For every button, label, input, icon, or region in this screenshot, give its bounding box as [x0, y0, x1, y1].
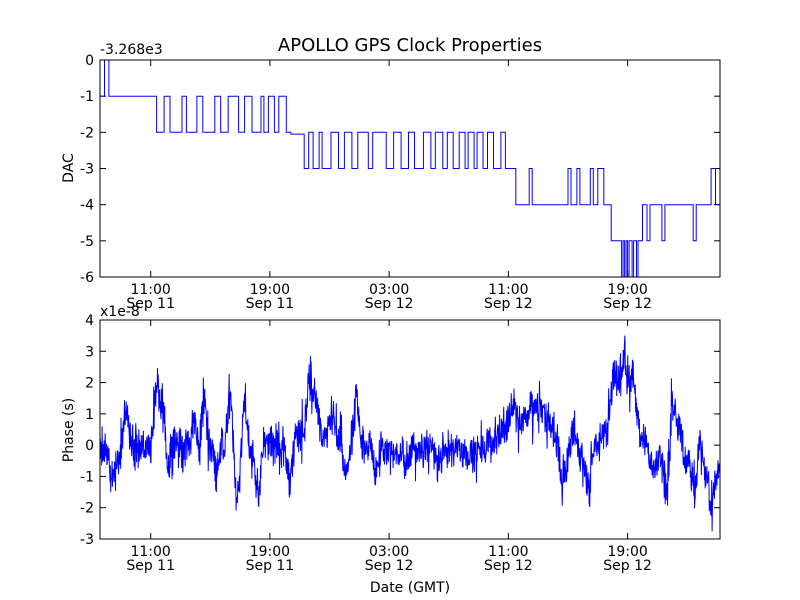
- dac-y-tick-label: -2: [80, 125, 94, 141]
- phase-offset-label: x1e-8: [100, 304, 140, 320]
- dac-y-tick-label: -1: [80, 89, 94, 105]
- dac-x-tick-label-time: 11:00: [130, 282, 170, 298]
- phase-x-tick-label-date: Sep 11: [126, 558, 175, 574]
- phase-series-line: [100, 335, 720, 532]
- dac-y-tick-label: -3: [80, 162, 94, 178]
- phase-x-tick-label-date: Sep 12: [365, 558, 414, 574]
- x-axis-label: Date (GMT): [370, 580, 450, 596]
- phase-y-tick-label: 4: [85, 313, 94, 329]
- phase-x-tick-label-time: 11:00: [130, 544, 170, 560]
- dac-y-tick-label: -6: [80, 270, 94, 286]
- phase-x-tick-label-time: 19:00: [250, 544, 290, 560]
- phase-axes-frame: [99, 319, 721, 540]
- phase-axes: x1e-8 Phase (s) Date (GMT) 4 3 2 1 0 -1 -2 -3 11…: [61, 304, 721, 596]
- dac-x-tick-label-date: Sep 11: [246, 296, 295, 312]
- dac-y-axis-label: DAC: [61, 153, 77, 183]
- phase-y-axis-label: Phase (s): [61, 398, 77, 462]
- dac-x-tick-label-date: Sep 12: [603, 296, 652, 312]
- phase-y-tick-label: 3: [85, 344, 94, 360]
- phase-x-tick-label-time: 19:00: [607, 544, 647, 560]
- phase-y-tick-label: 0: [85, 438, 94, 454]
- phase-x-tick-label-time: 03:00: [369, 544, 409, 560]
- dac-x-tick-label-time: 19:00: [607, 282, 647, 298]
- dac-x-tick-label-date: Sep 11: [126, 296, 175, 312]
- phase-x-tick-label-date: Sep 11: [246, 558, 295, 574]
- phase-x-tick-label-date: Sep 12: [603, 558, 652, 574]
- phase-y-tick-label: 1: [85, 407, 94, 423]
- phase-y-tick-label: 2: [85, 376, 94, 392]
- chart-title: APOLLO GPS Clock Properties: [278, 35, 542, 56]
- phase-x-tick-label-time: 11:00: [488, 544, 528, 560]
- phase-y-tick-label: -2: [80, 501, 94, 517]
- dac-axes-frame: [99, 59, 721, 278]
- dac-x-tick-label-time: 03:00: [369, 282, 409, 298]
- phase-y-tick-label: -1: [80, 469, 94, 485]
- dac-x-tick-label-time: 19:00: [250, 282, 290, 298]
- dac-y-tick-label: -4: [80, 198, 94, 214]
- phase-y-tick-label: -3: [80, 532, 94, 548]
- dac-series-line: [100, 60, 720, 277]
- phase-x-tick-label-date: Sep 12: [484, 558, 533, 574]
- dac-x-tick-label-date: Sep 12: [365, 296, 414, 312]
- dac-axes: APOLLO GPS Clock Properties -3.268e3 DAC…: [61, 35, 721, 312]
- dac-x-tick-label-date: Sep 12: [484, 296, 533, 312]
- dac-y-tick-label: 0: [85, 53, 94, 69]
- dac-y-tick-label: -5: [80, 234, 94, 250]
- dac-offset-label: -3.268e3: [100, 42, 163, 58]
- dac-x-tick-label-time: 11:00: [488, 282, 528, 298]
